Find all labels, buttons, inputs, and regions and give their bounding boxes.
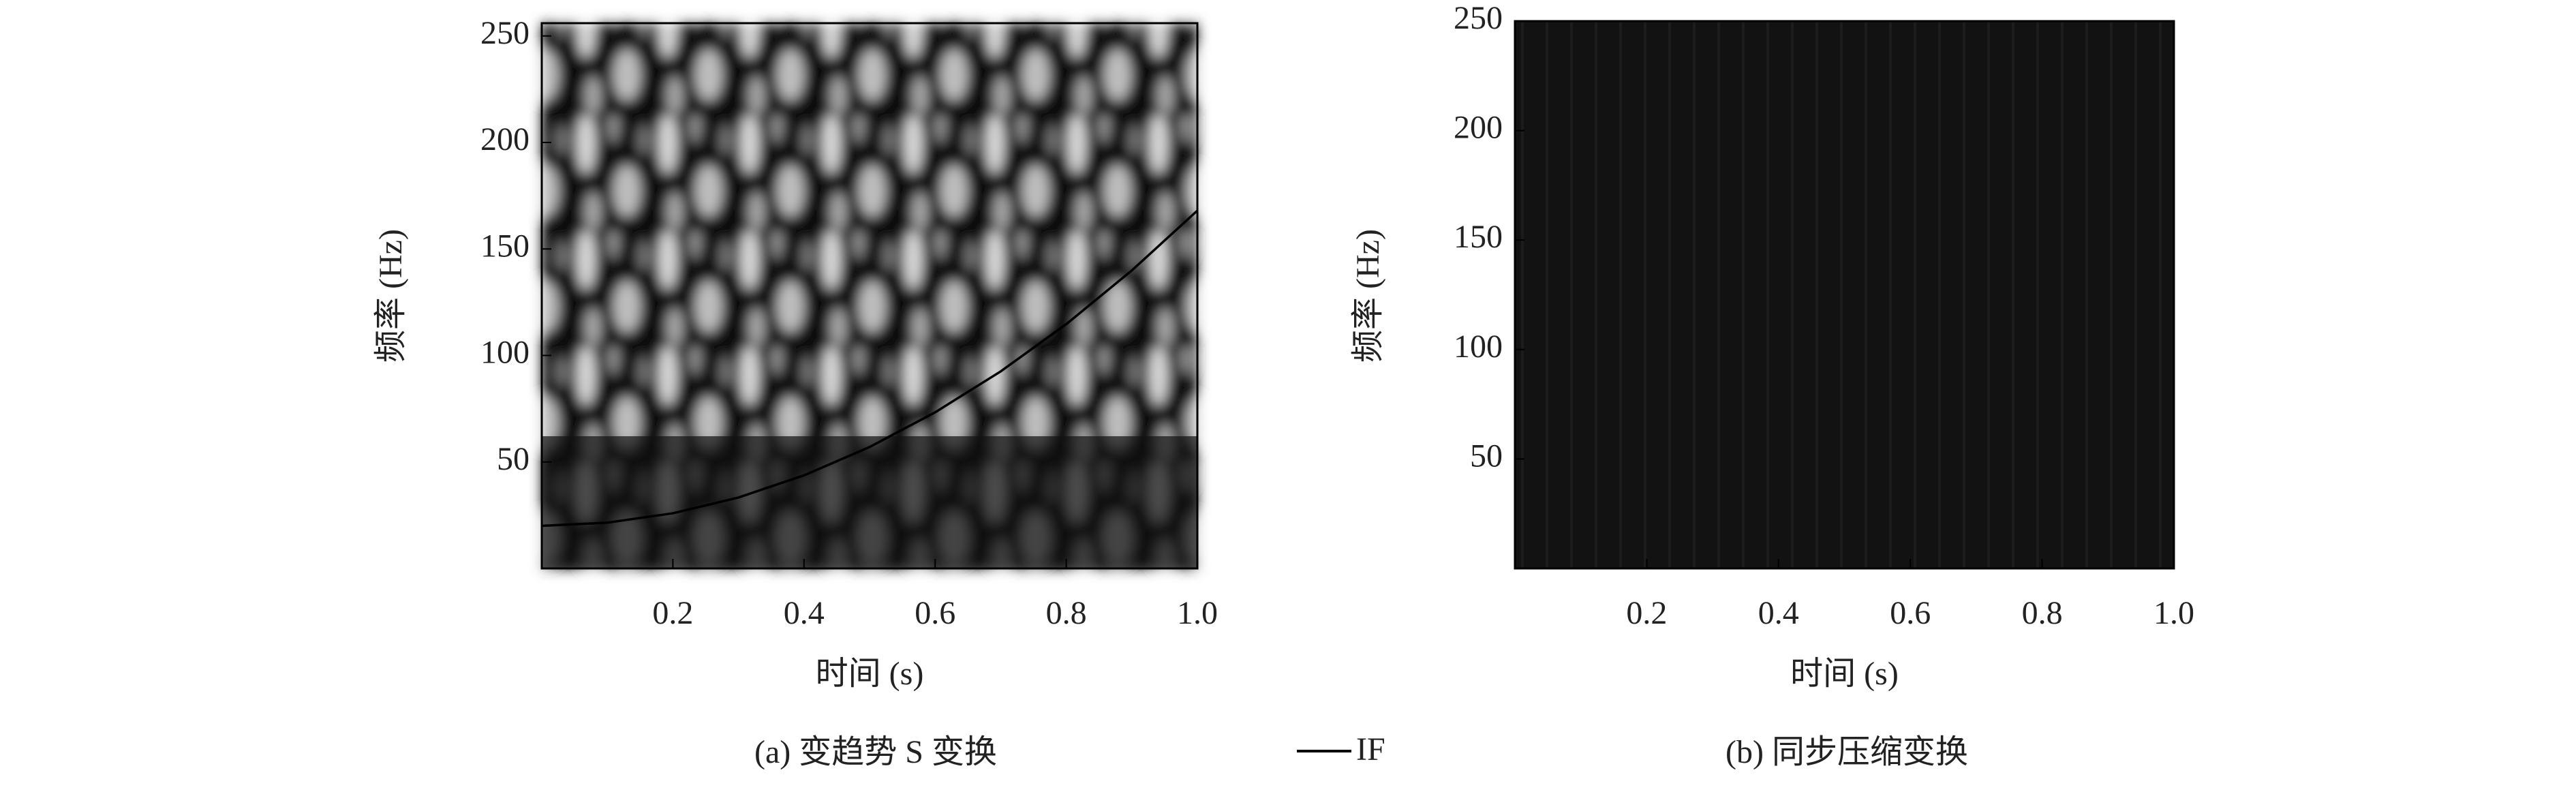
axes-frame	[540, 22, 1199, 570]
heatmap-a	[542, 23, 1197, 568]
heatmap-b	[1515, 21, 2174, 568]
y-axis-label: 频率 (Hz)	[1350, 229, 1386, 363]
y-tick-label: 150	[1454, 219, 1503, 255]
x-tick-label: 0.4	[784, 595, 825, 631]
caption: (b) 同步压缩变换	[1726, 734, 1968, 770]
x-tick-label: 0.6	[915, 595, 955, 631]
y-tick-label: 250	[480, 15, 530, 51]
y-axis-label: 频率 (Hz)	[373, 229, 409, 363]
x-tick-label: 1.0	[2153, 595, 2194, 631]
y-tick-label: 50	[497, 441, 530, 477]
y-tick-label: 150	[480, 228, 530, 264]
x-axis-label: 时间 (s)	[816, 656, 924, 692]
y-tick-label: 100	[1454, 329, 1503, 365]
axes-frame	[1514, 20, 2175, 570]
x-axis-label: 时间 (s)	[1790, 656, 1899, 692]
x-tick-label: 1.0	[1177, 595, 1218, 631]
y-tick-label: 200	[480, 121, 530, 157]
x-tick-label: 0.6	[1890, 595, 1931, 631]
x-tick-label: 0.2	[1626, 595, 1667, 631]
y-tick-label: 100	[480, 335, 530, 371]
x-tick-label: 0.2	[652, 595, 693, 631]
x-tick-label: 0.8	[2022, 595, 2063, 631]
y-tick-label: 250	[1454, 0, 1503, 36]
y-tick-label: 50	[1470, 438, 1503, 474]
x-tick-label: 0.4	[1758, 595, 1799, 631]
caption: (a) 变趋势 S 变换	[754, 734, 997, 770]
x-tick-label: 0.8	[1046, 595, 1087, 631]
line-series	[541, 209, 1199, 528]
heatmap-background	[542, 436, 1197, 568]
y-tick-label: 200	[1454, 110, 1503, 146]
legend-label: IF	[1356, 731, 1385, 767]
